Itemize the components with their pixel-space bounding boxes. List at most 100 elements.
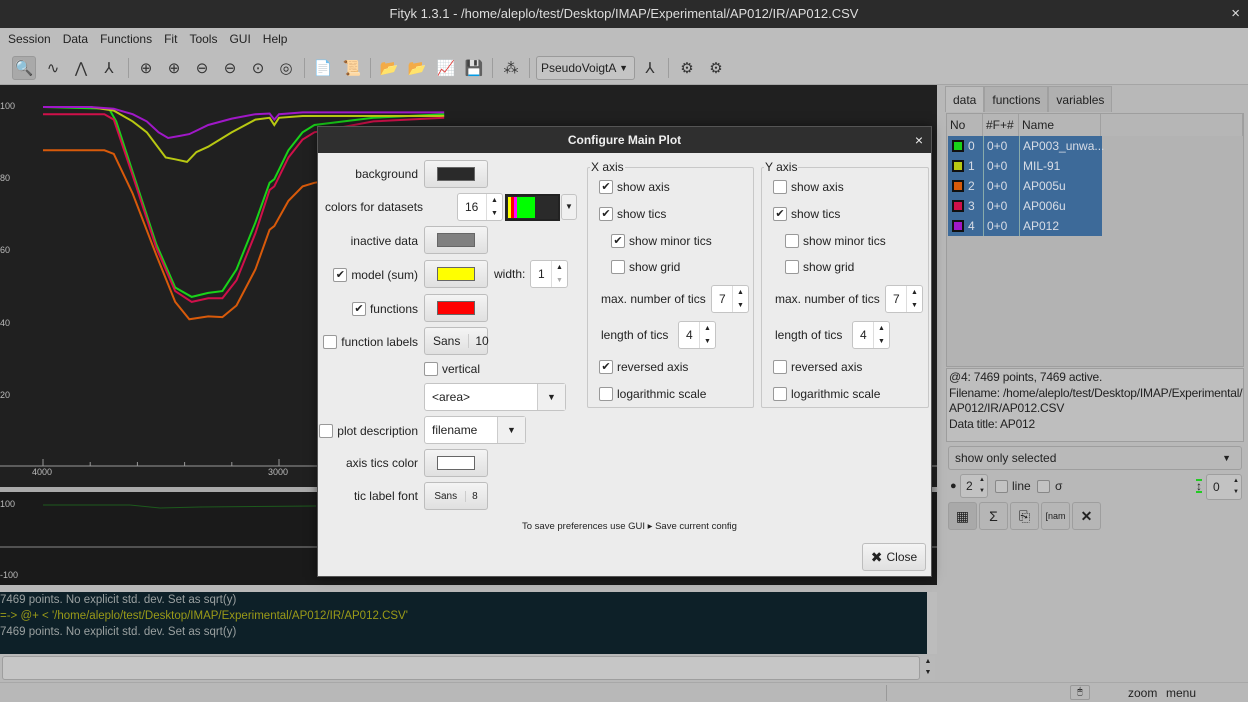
function-labels-font-button[interactable]: Sans 10 — [424, 327, 489, 355]
show-minor-tics-checkbox[interactable]: ✔ — [611, 234, 625, 248]
load-data-dialog-icon[interactable]: 📂 — [407, 60, 427, 77]
reversed-checkbox[interactable] — [773, 360, 787, 374]
command-history-spinner[interactable]: ▲ ▼ — [921, 656, 935, 680]
column-header-no[interactable]: No — [947, 114, 983, 136]
function-labels-checkbox[interactable] — [323, 335, 338, 349]
functions-color-button[interactable] — [424, 294, 488, 322]
column-header-name[interactable]: Name — [1019, 114, 1101, 136]
max-tics-spinner[interactable]: 7 ▲ ▼ — [711, 285, 749, 313]
auto-peak-icon[interactable]: ⁂ — [503, 60, 519, 77]
dialog-close-icon[interactable]: × — [914, 132, 923, 148]
dataset-color-button[interactable]: ▦ — [948, 502, 977, 530]
show-minor-tics-checkbox[interactable] — [785, 234, 799, 248]
menu-data[interactable]: Data — [62, 32, 89, 46]
plot-canvas[interactable] — [0, 85, 937, 487]
dataset-color-swatch — [952, 220, 964, 232]
dataset-colors-preview[interactable] — [505, 194, 560, 221]
zoom-right-icon[interactable]: ⊖ — [223, 60, 237, 77]
run-fit-icon[interactable]: ⚙ — [680, 60, 694, 77]
reversed-checkbox[interactable]: ✔ — [599, 360, 613, 374]
show-grid-checkbox[interactable] — [785, 260, 799, 274]
copy-functions-button[interactable]: ⎘ — [1010, 502, 1039, 530]
vertical-checkbox[interactable] — [424, 362, 438, 376]
dataset-row[interactable]: 4 0+0 AP012 — [948, 216, 1102, 236]
inactive-color-button[interactable] — [424, 226, 488, 254]
plot-description-checkbox[interactable] — [319, 424, 334, 438]
dataset-row[interactable]: 3 0+0 AP006u — [948, 196, 1102, 216]
tab-data[interactable]: data — [945, 86, 985, 112]
colors-label: colors for datasets — [325, 200, 424, 214]
range-mode-icon[interactable]: ∿ — [46, 60, 60, 77]
axis-color-button[interactable] — [424, 449, 488, 477]
plot-description-combo[interactable]: filename ▼ — [424, 416, 526, 444]
show-axis-checkbox[interactable]: ✔ — [599, 180, 613, 194]
model-color-button[interactable] — [424, 260, 488, 288]
save-data-icon[interactable]: 💾 — [464, 60, 484, 77]
dataset-row[interactable]: 2 0+0 AP005u — [948, 176, 1102, 196]
run-script-icon[interactable]: 📜 — [342, 60, 362, 77]
series-line-ap005u — [43, 149, 445, 321]
line-checkbox[interactable] — [995, 480, 1008, 493]
tic-length-spinner[interactable]: 4 ▲ ▼ — [678, 321, 716, 349]
close-button[interactable]: ✖ Close — [862, 543, 926, 571]
window-close-button[interactable]: × — [1231, 5, 1240, 22]
sigma-checkbox[interactable] — [1037, 480, 1050, 493]
log-checkbox[interactable] — [599, 387, 613, 401]
menu-fit[interactable]: Fit — [164, 32, 178, 46]
tab-functions[interactable]: functions — [984, 86, 1049, 112]
model-checkbox[interactable]: ✔ — [333, 268, 348, 282]
tab-variables[interactable]: variables — [1048, 86, 1113, 112]
functions-checkbox[interactable]: ✔ — [351, 302, 366, 316]
point-size-spinner[interactable]: 2 ▲ ▼ — [960, 474, 988, 498]
edit-script-icon[interactable]: 📄 — [313, 60, 333, 77]
shift-spinner[interactable]: 0 ▲ ▼ — [1206, 474, 1242, 500]
command-input[interactable] — [2, 656, 920, 680]
delete-dataset-button[interactable]: ✕ — [1072, 502, 1101, 530]
tic-font-button[interactable]: Sans 8 — [424, 482, 488, 510]
dataset-name: AP012 — [1019, 216, 1059, 236]
zoom-all-icon[interactable]: ⊕ — [139, 60, 153, 77]
menu-session[interactable]: Session — [8, 32, 51, 46]
colors-count-spinner[interactable]: 16 ▲ ▼ — [457, 193, 503, 221]
dataset-row[interactable]: 0 0+0 AP003_unwa... — [948, 136, 1104, 156]
show-grid-checkbox[interactable] — [611, 260, 625, 274]
menu-tools[interactable]: Tools — [189, 32, 218, 46]
run-fit-peak-icon[interactable]: ⅄ — [645, 60, 655, 77]
zoom-left-icon[interactable]: ⊖ — [195, 60, 209, 77]
show-tics-checkbox[interactable]: ✔ — [599, 207, 613, 221]
menu-help[interactable]: Help — [262, 32, 288, 46]
function-labels-row: function labels — [258, 334, 418, 350]
peak-pick-icon[interactable]: ⅄ — [104, 60, 114, 77]
tic-length-spinner[interactable]: 4 ▲ ▼ — [852, 321, 890, 349]
console-scrollbar[interactable] — [927, 592, 937, 654]
zoom-previous-icon[interactable]: ◎ — [279, 60, 293, 77]
rename-button[interactable]: [nam — [1041, 502, 1070, 530]
function-type-select[interactable]: PseudoVoigtA ▼ — [536, 56, 635, 80]
colors-dropdown-button[interactable]: ▼ — [561, 194, 577, 220]
show-tics-checkbox[interactable]: ✔ — [773, 207, 787, 221]
menu-functions[interactable]: Functions — [100, 32, 153, 46]
model-color-swatch — [437, 267, 475, 281]
model-width-spinner[interactable]: 1 ▲ ▼ — [530, 260, 568, 288]
add-peak-icon[interactable]: ⋀ — [74, 60, 88, 77]
zoom-fit-icon[interactable]: ⊙ — [251, 60, 265, 77]
export-plot-icon[interactable]: 📈 — [436, 60, 456, 77]
tic-length-value: 4 — [860, 328, 867, 342]
menu-gui[interactable]: GUI — [229, 32, 251, 46]
fit-options-icon[interactable]: ⚙ — [709, 60, 723, 77]
background-color-button[interactable] — [424, 160, 488, 188]
functions-row: ✔ functions — [258, 301, 418, 317]
show-axis-checkbox[interactable] — [773, 180, 787, 194]
column-header-functions[interactable]: #F+# — [983, 114, 1019, 136]
dataset-name: MIL-91 — [1019, 156, 1060, 176]
model-label: model (sum) — [351, 268, 418, 282]
load-data-icon[interactable]: 📂 — [379, 60, 399, 77]
sum-button[interactable]: Σ — [979, 502, 1008, 530]
zoom-vertical-icon[interactable]: ⊕ — [167, 60, 181, 77]
max-tics-spinner[interactable]: 7 ▲ ▼ — [885, 285, 923, 313]
show-filter-select[interactable]: show only selected ▼ — [948, 446, 1242, 470]
log-checkbox[interactable] — [773, 387, 787, 401]
dataset-row[interactable]: 1 0+0 MIL-91 — [948, 156, 1102, 176]
zoom-mode-icon[interactable]: 🔍 — [12, 56, 36, 80]
label-format-combo[interactable]: <area> ▼ — [424, 383, 566, 411]
